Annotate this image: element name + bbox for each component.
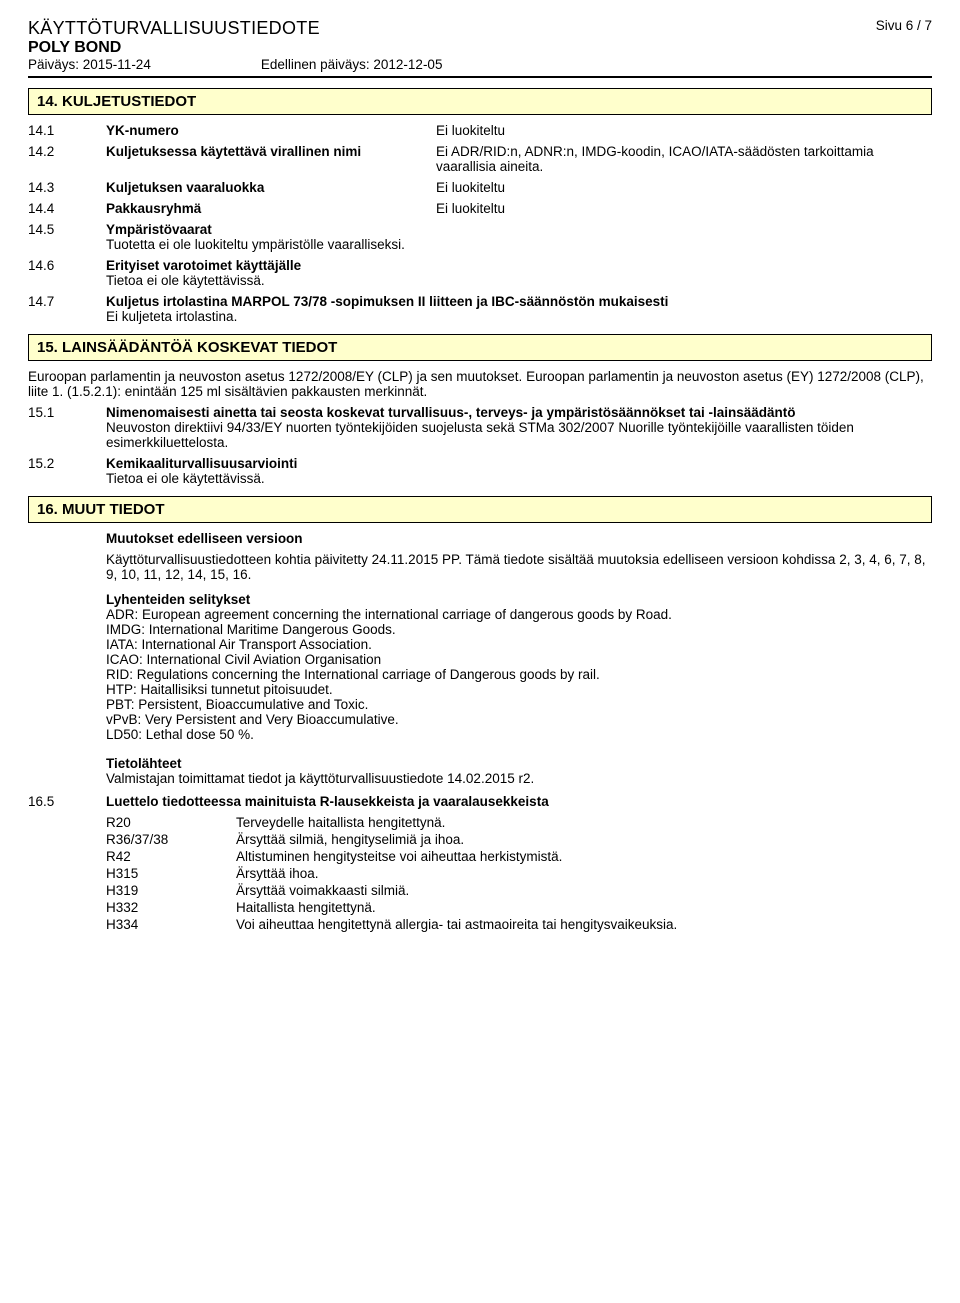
row-value: Ei luokiteltu <box>436 180 932 195</box>
hazard-code: H319 <box>106 883 236 898</box>
row-16-5: 16.5 Luettelo tiedotteessa mainituista R… <box>28 794 932 809</box>
row-14-7: 14.7 Kuljetus irtolastina MARPOL 73/78 -… <box>28 294 932 324</box>
hazard-text: Ärsyttää ihoa. <box>236 866 932 881</box>
row-15-1: 15.1 Nimenomaisesti ainetta tai seosta k… <box>28 405 932 450</box>
section-16-header: 16. MUUT TIEDOT <box>28 496 932 523</box>
row-num: 14.1 <box>28 123 106 138</box>
abbr-line: ICAO: International Civil Aviation Organ… <box>106 652 932 667</box>
date-previous: Edellinen päiväys: 2012-12-05 <box>261 57 443 72</box>
changes-label: Muutokset edelliseen versioon <box>106 531 932 546</box>
hazard-text: Ärsyttää silmiä, hengityselimiä ja ihoa. <box>236 832 932 847</box>
hazard-text: Altistuminen hengitysteitse voi aiheutta… <box>236 849 932 864</box>
abbr-line: vPvB: Very Persistent and Very Bioaccumu… <box>106 712 932 727</box>
row-body: Neuvoston direktiivi 94/33/EY nuorten ty… <box>106 420 932 450</box>
doc-title: KÄYTTÖTURVALLISUUSTIEDOTE <box>28 18 320 39</box>
abbr-line: IATA: International Air Transport Associ… <box>106 637 932 652</box>
abbr-line: ADR: European agreement concerning the i… <box>106 607 932 622</box>
sources-label: Tietolähteet <box>106 756 932 771</box>
row-label: Luettelo tiedotteessa mainituista R-laus… <box>106 794 932 809</box>
hazard-row: H334 Voi aiheuttaa hengitettynä allergia… <box>106 917 932 932</box>
hazard-code: H334 <box>106 917 236 932</box>
row-14-5: 14.5 Ympäristövaarat Tuotetta ei ole luo… <box>28 222 932 252</box>
abbr-line: LD50: Lethal dose 50 %. <box>106 727 932 742</box>
row-14-6: 14.6 Erityiset varotoimet käyttäjälle Ti… <box>28 258 932 288</box>
row-body: Tietoa ei ole käytettävissä. <box>106 471 932 486</box>
hazard-code: R20 <box>106 815 236 830</box>
row-label: Erityiset varotoimet käyttäjälle <box>106 258 932 273</box>
hazard-text: Voi aiheuttaa hengitettynä allergia- tai… <box>236 917 932 932</box>
hazard-row: R36/37/38 Ärsyttää silmiä, hengityselimi… <box>106 832 932 847</box>
row-label: Kuljetus irtolastina MARPOL 73/78 -sopim… <box>106 294 932 309</box>
row-num: 14.7 <box>28 294 106 324</box>
row-label: YK-numero <box>106 123 436 138</box>
abbr-label: Lyhenteiden selitykset <box>106 592 932 607</box>
page-number: Sivu 6 / 7 <box>876 18 932 39</box>
row-14-4: 14.4 Pakkausryhmä Ei luokiteltu <box>28 201 932 216</box>
row-14-2: 14.2 Kuljetuksessa käytettävä virallinen… <box>28 144 932 174</box>
row-label: Kemikaaliturvallisuusarviointi <box>106 456 932 471</box>
row-label: Kuljetuksen vaaraluokka <box>106 180 436 195</box>
row-num: 16.5 <box>28 794 106 809</box>
row-14-1: 14.1 YK-numero Ei luokiteltu <box>28 123 932 138</box>
product-name: POLY BOND <box>28 39 932 57</box>
row-value: Ei luokiteltu <box>436 123 932 138</box>
hazard-code: R42 <box>106 849 236 864</box>
section-15-intro: Euroopan parlamentin ja neuvoston asetus… <box>28 369 932 399</box>
hazard-text: Terveydelle haitallista hengitettynä. <box>236 815 932 830</box>
hazard-text: Haitallista hengitettynä. <box>236 900 932 915</box>
header-divider <box>28 76 932 78</box>
hazard-row: H332 Haitallista hengitettynä. <box>106 900 932 915</box>
hazard-row: R42 Altistuminen hengitysteitse voi aihe… <box>106 849 932 864</box>
row-14-3: 14.3 Kuljetuksen vaaraluokka Ei luokitel… <box>28 180 932 195</box>
hazard-row: R20 Terveydelle haitallista hengitettynä… <box>106 815 932 830</box>
hazard-row: H315 Ärsyttää ihoa. <box>106 866 932 881</box>
hazard-code: H332 <box>106 900 236 915</box>
hazard-code: H315 <box>106 866 236 881</box>
row-body: Ei kuljeteta irtolastina. <box>106 309 932 324</box>
row-value: Ei luokiteltu <box>436 201 932 216</box>
abbr-line: RID: Regulations concerning the Internat… <box>106 667 932 682</box>
row-num: 15.1 <box>28 405 106 450</box>
section-14-header: 14. KULJETUSTIEDOT <box>28 88 932 115</box>
row-num: 15.2 <box>28 456 106 486</box>
changes-body: Käyttöturvallisuustiedotteen kohtia päiv… <box>106 552 932 582</box>
row-value: Ei ADR/RID:n, ADNR:n, IMDG-koodin, ICAO/… <box>436 144 932 174</box>
date-current: Päiväys: 2015-11-24 <box>28 57 151 72</box>
row-num: 14.5 <box>28 222 106 252</box>
hazard-row: H319 Ärsyttää voimakkaasti silmiä. <box>106 883 932 898</box>
row-body: Tuotetta ei ole luokiteltu ympäristölle … <box>106 237 932 252</box>
row-label: Ympäristövaarat <box>106 222 932 237</box>
row-num: 14.2 <box>28 144 106 174</box>
row-label: Nimenomaisesti ainetta tai seosta koskev… <box>106 405 932 420</box>
row-num: 14.4 <box>28 201 106 216</box>
abbr-line: IMDG: International Maritime Dangerous G… <box>106 622 932 637</box>
hazard-code: R36/37/38 <box>106 832 236 847</box>
abbr-line: HTP: Haitallisiksi tunnetut pitoisuudet. <box>106 682 932 697</box>
hazard-text: Ärsyttää voimakkaasti silmiä. <box>236 883 932 898</box>
row-label: Pakkausryhmä <box>106 201 436 216</box>
abbr-line: PBT: Persistent, Bioaccumulative and Tox… <box>106 697 932 712</box>
row-15-2: 15.2 Kemikaaliturvallisuusarviointi Tiet… <box>28 456 932 486</box>
sources-body: Valmistajan toimittamat tiedot ja käyttö… <box>106 771 932 786</box>
row-num: 14.6 <box>28 258 106 288</box>
row-num: 14.3 <box>28 180 106 195</box>
section-15-header: 15. LAINSÄÄDÄNTÖÄ KOSKEVAT TIEDOT <box>28 334 932 361</box>
row-body: Tietoa ei ole käytettävissä. <box>106 273 932 288</box>
row-label: Kuljetuksessa käytettävä virallinen nimi <box>106 144 436 174</box>
